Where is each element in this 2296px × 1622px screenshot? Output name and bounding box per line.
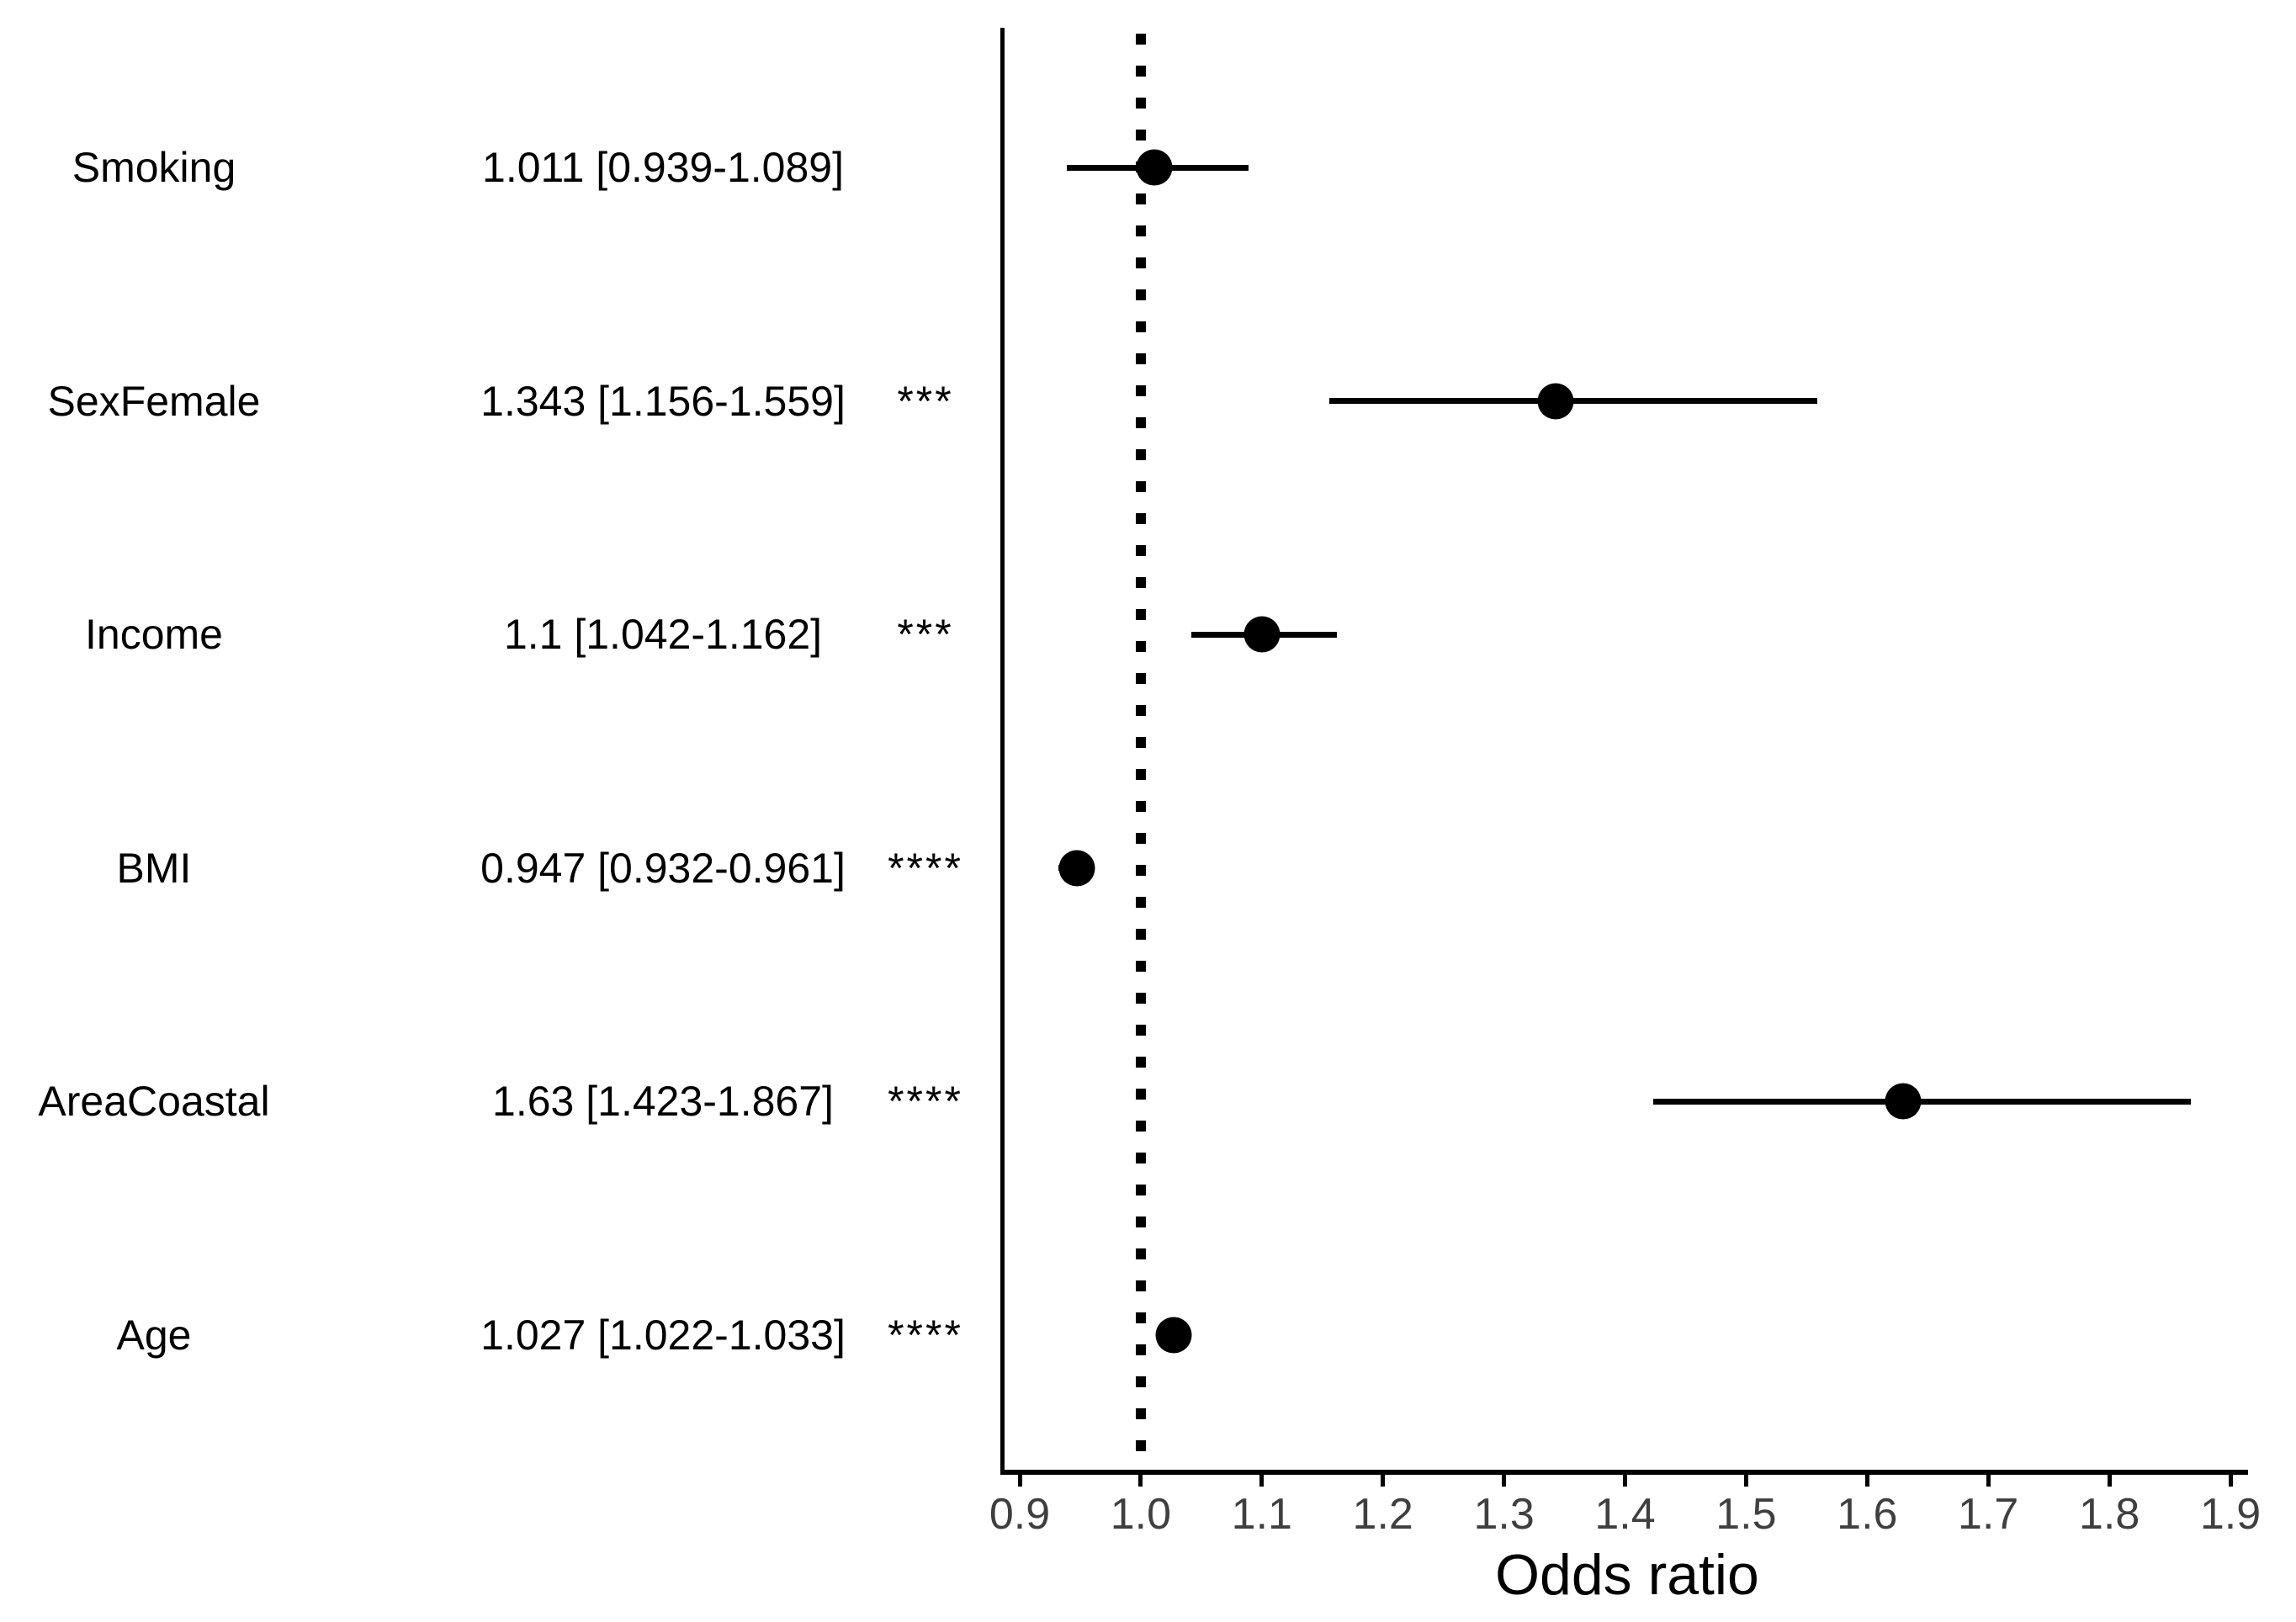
x-tick-label: 1.7 — [1958, 1490, 2019, 1539]
x-tick-mark — [1986, 1473, 1991, 1487]
row-label: AreaCoastal — [38, 1078, 270, 1125]
x-tick-mark — [1381, 1473, 1386, 1487]
x-tick-label: 1.2 — [1352, 1490, 1413, 1539]
odds-ratio-point — [1537, 383, 1574, 419]
x-tick-mark — [1502, 1473, 1507, 1487]
row-label: Age — [116, 1311, 192, 1359]
odds-ratio-point — [1058, 850, 1095, 886]
x-axis-title: Odds ratio — [1495, 1543, 1759, 1607]
x-tick-mark — [1259, 1473, 1265, 1487]
x-tick-label: 1.6 — [1837, 1490, 1898, 1539]
x-tick-label: 1.8 — [2078, 1490, 2140, 1539]
x-tick-mark — [1743, 1473, 1748, 1487]
odds-ratio-point — [1155, 1317, 1192, 1353]
odds-ratio-point — [1885, 1083, 1922, 1120]
row-estimate-value: 1.027 [1.022-1.033] — [480, 1311, 846, 1359]
odds-ratio-point — [1243, 616, 1281, 653]
row-label: SexFemale — [47, 377, 261, 425]
significance-stars: *** — [897, 377, 954, 425]
row-estimate-value: 1.1 [1.042-1.162] — [503, 611, 823, 658]
x-tick-label: 1.3 — [1473, 1490, 1535, 1539]
x-tick-mark — [1623, 1473, 1627, 1487]
x-tick-label: 1.5 — [1715, 1490, 1777, 1539]
x-tick-label: 1.1 — [1231, 1490, 1292, 1539]
x-tick-mark — [1138, 1473, 1143, 1487]
reference-line-dotted — [1135, 34, 1146, 1470]
row-estimate-value: 1.63 [1.423-1.867] — [492, 1078, 834, 1125]
row-estimate-value: 1.011 [0.939-1.089] — [482, 144, 844, 191]
odds-ratio-point — [1136, 149, 1173, 186]
x-tick-mark — [2107, 1473, 2112, 1487]
x-tick-label: 0.9 — [989, 1490, 1051, 1539]
x-tick-mark — [1017, 1473, 1022, 1487]
row-estimate-value: 1.343 [1.156-1.559] — [480, 377, 846, 425]
row-estimate-value: 0.947 [0.932-0.961] — [480, 844, 846, 892]
x-tick-label: 1.4 — [1594, 1490, 1656, 1539]
row-label: Income — [85, 611, 223, 658]
x-tick-label: 1.0 — [1110, 1490, 1172, 1539]
significance-stars: *** — [897, 611, 954, 658]
row-label: BMI — [116, 844, 192, 892]
significance-stars: **** — [888, 1078, 963, 1125]
x-tick-mark — [2228, 1473, 2233, 1487]
x-axis-line — [1000, 1470, 2248, 1475]
row-label: Smoking — [72, 144, 236, 191]
significance-stars: **** — [888, 1311, 963, 1359]
confidence-interval-line — [1652, 1098, 2191, 1105]
significance-stars: **** — [888, 844, 963, 892]
x-tick-label: 1.9 — [2199, 1490, 2262, 1539]
y-axis-line — [1000, 28, 1005, 1475]
x-tick-mark — [1864, 1473, 1869, 1487]
